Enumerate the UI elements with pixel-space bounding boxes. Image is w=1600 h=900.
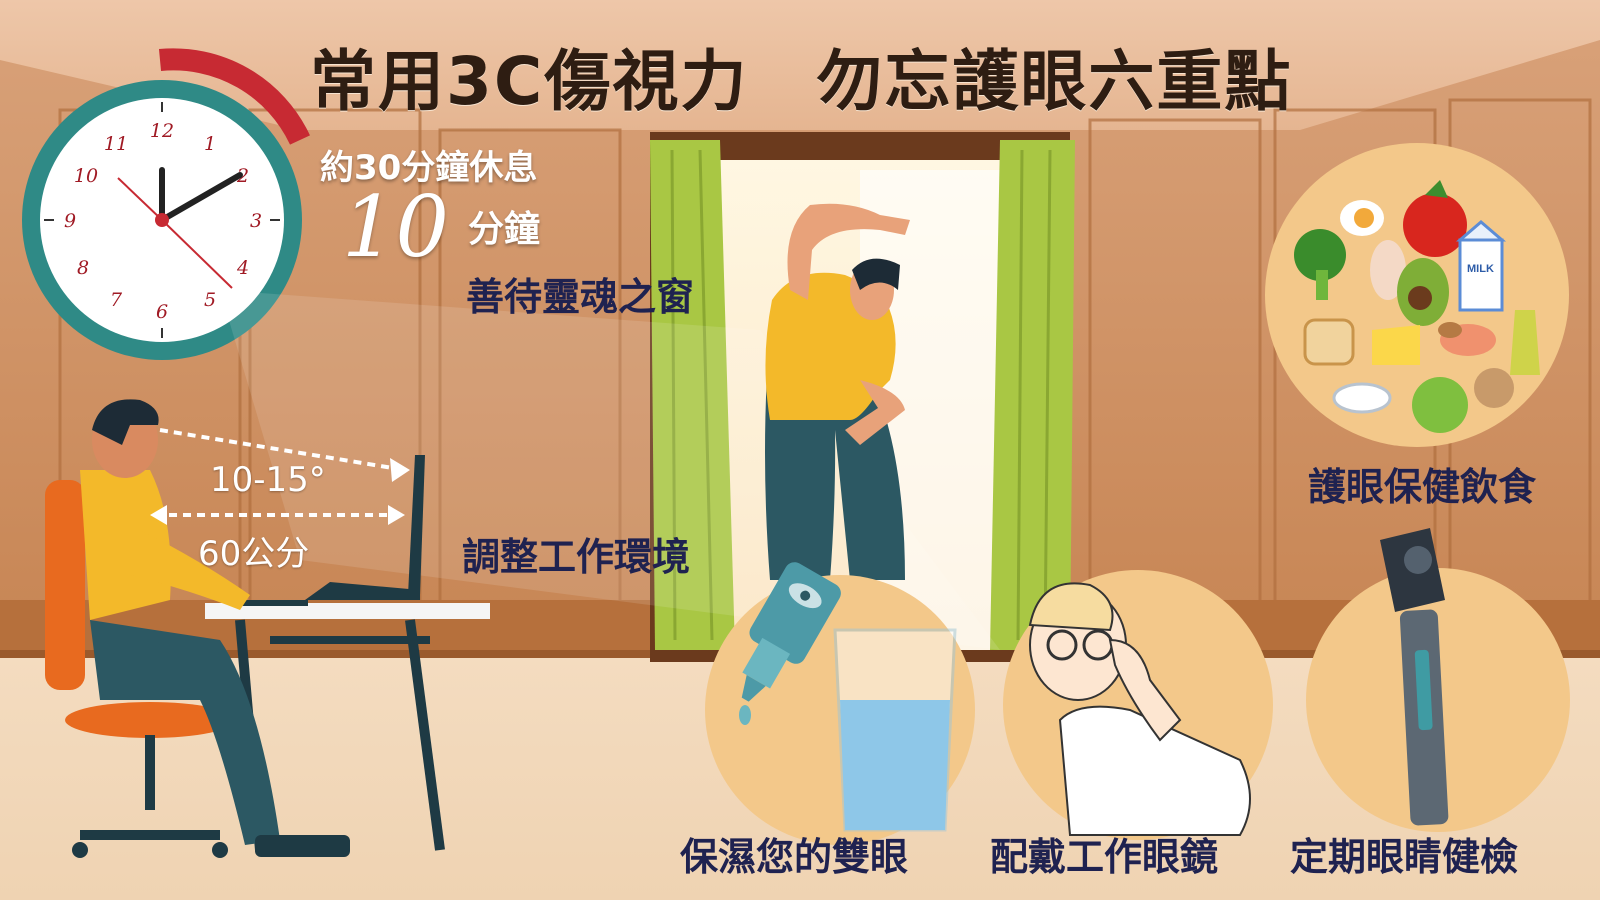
- clock-number: 5: [204, 289, 216, 311]
- rest-caption: 善待靈魂之窗: [466, 275, 695, 319]
- stretching-man-illustration: [765, 203, 910, 580]
- viewing-distance-label: 60公分: [198, 534, 310, 574]
- ophthalmoscope-illustration: [1306, 528, 1570, 832]
- clock-number: 11: [104, 133, 128, 155]
- clock-number: 8: [77, 257, 89, 279]
- viewing-angle-label: 10-15°: [210, 460, 326, 500]
- page-title: 常用3C傷視力 勿忘護眼六重點: [310, 43, 1293, 120]
- clock-number: 4: [236, 257, 249, 279]
- clock-number: 7: [110, 289, 123, 311]
- clock-icon: 12 1 2 3 4 5 6 7 8 9 10 11: [22, 48, 310, 360]
- milk-label: MILK: [1467, 263, 1494, 275]
- clock-number: 3: [250, 210, 262, 232]
- clock-number: 1: [204, 133, 216, 155]
- workstation-illustration: [45, 399, 490, 858]
- glasses-man-illustration: [1003, 570, 1273, 840]
- workspace-caption: 調整工作環境: [462, 535, 691, 579]
- clock-number: 9: [64, 210, 76, 232]
- diet-caption: 護眼保健飲食: [1308, 465, 1537, 509]
- eye-drops-water-illustration: [705, 562, 975, 845]
- clock-number: 12: [150, 120, 174, 142]
- clock-number: 6: [156, 301, 168, 323]
- glasses-caption: 配戴工作眼鏡: [990, 835, 1219, 879]
- clock-number: 10: [74, 165, 98, 187]
- rest-interval-text: 約30分鐘休息: [320, 148, 538, 188]
- healthy-food-illustration: MILK: [1265, 143, 1569, 447]
- rest-duration-unit: 分鐘: [468, 209, 541, 250]
- checkup-caption: 定期眼睛健檢: [1290, 835, 1519, 879]
- rest-duration-number: 10: [342, 178, 449, 276]
- moisture-caption: 保濕您的雙眼: [680, 835, 909, 879]
